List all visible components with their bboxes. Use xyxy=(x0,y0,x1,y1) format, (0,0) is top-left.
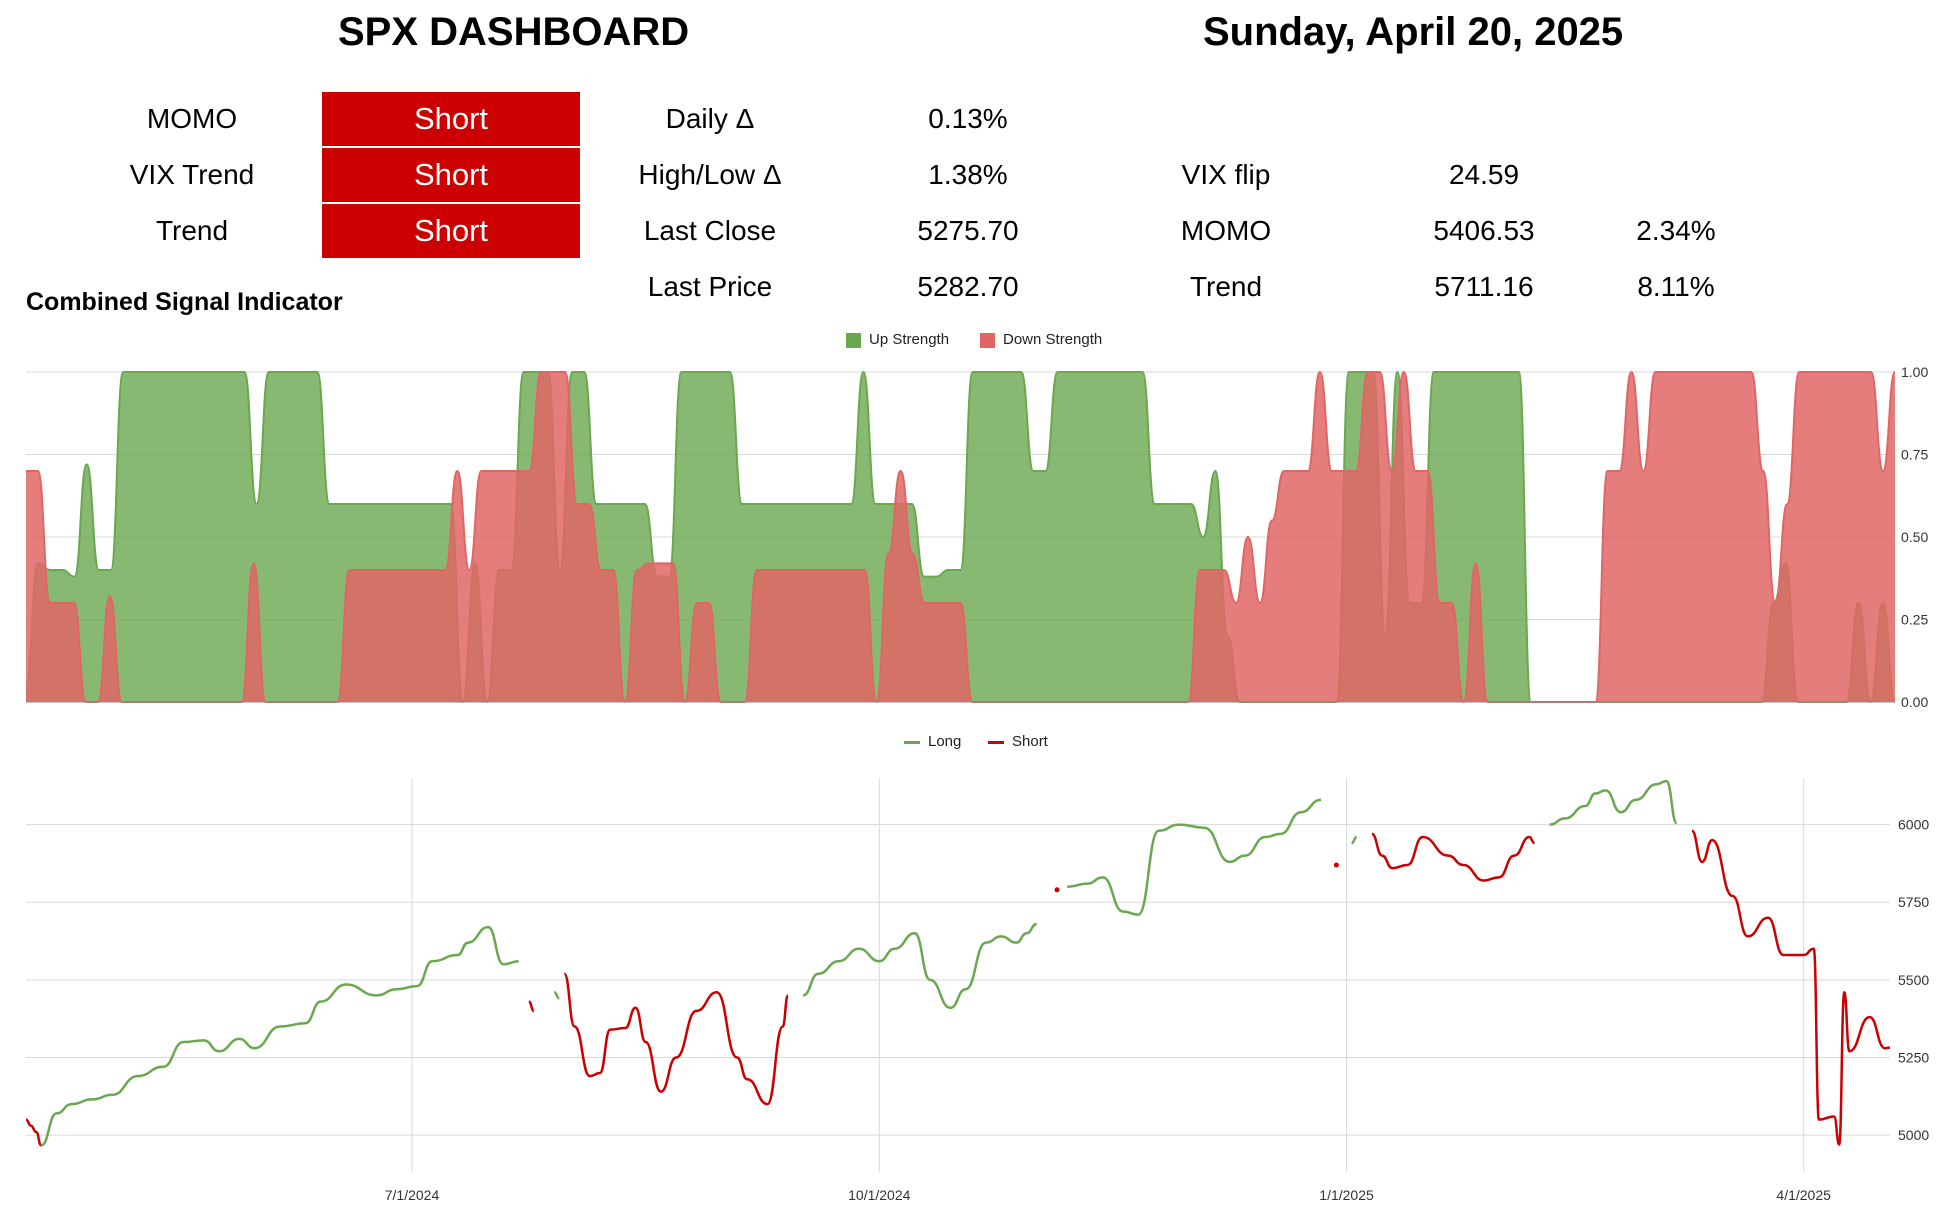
dashboard-date: Sunday, April 20, 2025 xyxy=(1203,10,1624,54)
y-tick-label: 0.25 xyxy=(1901,612,1928,628)
price-line-short xyxy=(563,972,790,1106)
y-tick-label: 5250 xyxy=(1898,1050,1929,1066)
spx-price-chart: 5000 5250 5500 5750 6000 7/1/2024 10/1/2024 1/1… xyxy=(25,778,1929,1203)
signal-label-momo: MOMO xyxy=(146,103,238,134)
legend-label-short: Short xyxy=(1012,733,1048,750)
legend-line-long xyxy=(904,740,920,744)
page-title: SPX DASHBOARD xyxy=(338,10,690,54)
x-tick-label: 1/1/2025 xyxy=(1319,1187,1374,1203)
signal-badge-trend: Short xyxy=(322,204,580,258)
highlow-delta-label: High/Low Δ xyxy=(638,159,782,190)
y-tick-label: 5000 xyxy=(1898,1127,1929,1143)
legend-line-short xyxy=(988,740,1004,744)
daily-delta-value: 0.13% xyxy=(928,103,1008,134)
legend-swatch-up xyxy=(846,332,861,348)
x-tick-label: 7/1/2024 xyxy=(385,1187,440,1203)
legend-item-up-strength: Up Strength xyxy=(846,330,949,350)
y-tick-label: 1.00 xyxy=(1901,364,1928,380)
last-close-label: Last Close xyxy=(643,215,777,246)
trend-level-value: 5711.16 xyxy=(1434,271,1534,302)
last-price-value: 5282.70 xyxy=(917,271,1019,302)
legend-swatch-down xyxy=(980,332,995,348)
legend-item-long: Long xyxy=(904,732,961,752)
momo-level-pct: 2.34% xyxy=(1636,215,1716,246)
price-line-long xyxy=(1549,779,1678,826)
price-line-long xyxy=(553,991,560,1000)
signal-badge-momo: Short xyxy=(322,92,580,146)
y-tick-label: 0.50 xyxy=(1901,529,1928,545)
vix-flip-value: 24.59 xyxy=(1448,159,1520,190)
trend-level-label: Trend xyxy=(1189,271,1263,302)
price-line-short xyxy=(25,1118,42,1147)
x-tick-label: 10/1/2024 xyxy=(848,1187,910,1203)
price-line-long xyxy=(1067,798,1322,916)
x-tick-label: 4/1/2025 xyxy=(1776,1187,1831,1203)
last-price-label: Last Price xyxy=(647,271,773,302)
signal-badge-vix-trend: Short xyxy=(322,148,580,202)
y-tick-label: 5750 xyxy=(1898,894,1929,910)
price-line-short xyxy=(528,1000,535,1013)
y-tick-label: 5500 xyxy=(1898,972,1929,988)
legend-item-down-strength: Down Strength xyxy=(980,330,1102,350)
area-down-strength xyxy=(26,372,1895,702)
chart-title: Combined Signal Indicator xyxy=(26,288,343,316)
price-line-short xyxy=(1690,829,1891,1146)
legend-item-short: Short xyxy=(988,732,1048,752)
price-point-short xyxy=(1333,862,1339,868)
price-point-short xyxy=(1054,887,1060,893)
price-line-long xyxy=(802,922,1037,1010)
vix-flip-label: VIX flip xyxy=(1181,159,1271,190)
last-close-value: 5275.70 xyxy=(917,215,1019,246)
momo-level-label: MOMO xyxy=(1180,215,1272,246)
signal-label-trend: Trend xyxy=(155,215,229,246)
legend-label-down: Down Strength xyxy=(1003,331,1103,348)
legend-label-up: Up Strength xyxy=(869,331,950,348)
price-line-long xyxy=(1351,835,1358,845)
y-tick-label: 0.75 xyxy=(1901,447,1928,463)
y-tick-label: 0.00 xyxy=(1901,694,1928,710)
price-line-short xyxy=(1371,832,1535,882)
momo-level-value: 5406.53 xyxy=(1433,215,1535,246)
highlow-delta-value: 1.38% xyxy=(928,159,1008,190)
trend-level-pct: 8.11% xyxy=(1637,271,1715,302)
signal-label-vix-trend: VIX Trend xyxy=(129,159,255,190)
price-line-long xyxy=(40,925,519,1147)
daily-delta-label: Daily Δ xyxy=(665,103,755,134)
legend-label-long: Long xyxy=(928,733,962,750)
y-tick-label: 6000 xyxy=(1898,817,1929,833)
signal-strength-chart: 0.00 0.25 0.50 0.75 1.00 xyxy=(25,364,1928,710)
